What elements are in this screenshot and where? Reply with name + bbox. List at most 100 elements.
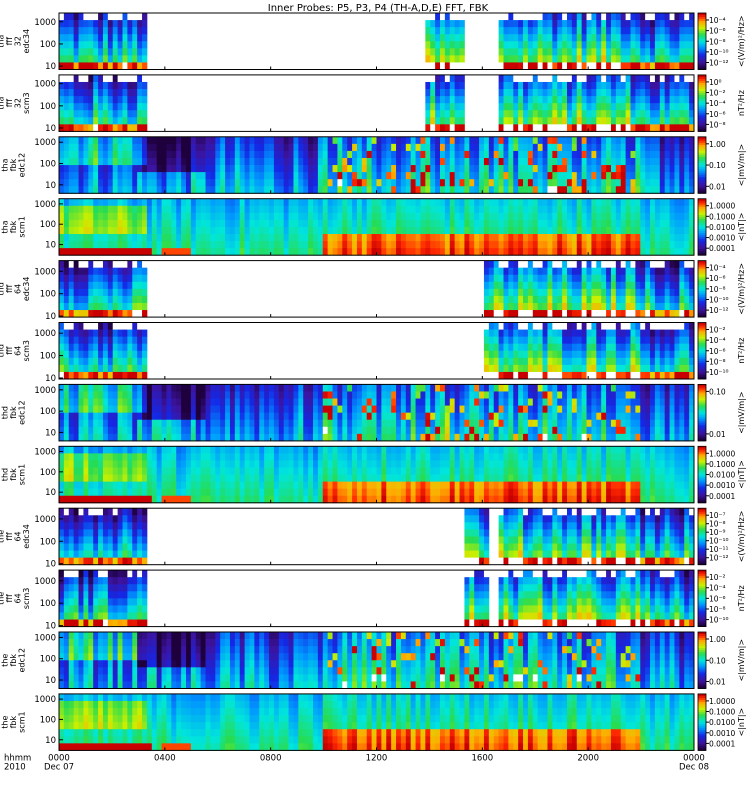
spectrogram-cell [484,248,489,255]
spectrogram-cell [562,117,567,124]
spectrogram-cell [523,82,528,89]
spectrogram-cell [142,282,147,289]
spectrogram-cell [137,337,142,344]
spectrogram-cell [123,268,128,275]
spectrogram-cell [328,213,333,220]
spectrogram-cell [650,158,655,165]
spectrogram-cell [645,206,650,213]
spectrogram-cell [220,144,225,151]
panel-label-line: scm1 [18,216,27,237]
spectrogram-cell [679,103,684,110]
spectrogram-cell [118,158,123,165]
spectrogram-cell [245,186,250,193]
spectrogram-cell [357,213,362,220]
spectrogram-cell [328,165,333,172]
spectrogram-cell [552,206,557,213]
spectrogram-cell [640,296,645,303]
spectrogram-cell [499,41,504,48]
spectrogram-cell [435,82,440,89]
spectrogram-cell [596,296,601,303]
spectrogram-cell [494,151,499,158]
spectrogram-cell [98,96,103,103]
spectrogram-cell [518,289,523,296]
spectrogram-cell [59,41,64,48]
spectrogram-cell [103,391,108,398]
spectrogram-cell [250,220,255,227]
spectrogram-cell [513,261,518,268]
spectrogram-cell [372,151,377,158]
spectrogram-cell [543,296,548,303]
spectrogram-cell [166,206,171,213]
spectrogram-cell [337,137,342,144]
spectrogram-cell [562,124,567,131]
spectrogram-cell [611,358,616,365]
spectrogram-cell [308,144,313,151]
spectrogram-cell [254,227,259,234]
spectrogram-cell [293,420,298,427]
spectrogram-cell [479,144,484,151]
spectrogram-cell [562,303,567,310]
spectrogram-cell [93,110,98,117]
spectrogram-cell [455,48,460,55]
spectrogram-cell [323,165,328,172]
spectrogram-cell [162,151,167,158]
spectrogram-cell [328,144,333,151]
spectrogram-cell [645,261,650,268]
spectrogram-cell [640,144,645,151]
spectrogram-cell [264,199,269,206]
spectrogram-cell [367,165,372,172]
spectrogram-cell [250,151,255,158]
spectrogram-cell [186,172,191,179]
spectrogram-cell [670,344,675,351]
spectrogram-cell [59,391,64,398]
spectrogram-cell [665,296,670,303]
spectrogram-cell [210,227,215,234]
spectrogram-cell [132,117,137,124]
spectrogram-cell [186,391,191,398]
spectrogram-cell [596,372,601,379]
spectrogram-cell [538,20,543,27]
spectrogram-cell [450,241,455,248]
spectrogram-cell [152,199,157,206]
spectrogram-cell [88,110,93,117]
spectrogram-cell [79,282,84,289]
spectrogram-cell [74,110,79,117]
spectrogram-cell [352,137,357,144]
spectrogram-cell [391,234,396,241]
spectrogram-cell [474,234,479,241]
spectrogram-cell [386,144,391,151]
spectrogram-cell [640,227,645,234]
spectrogram-cell [655,55,660,62]
spectrogram-cell [533,303,538,310]
spectrogram-cell [318,158,323,165]
spectrogram-cell [557,165,562,172]
spectrogram-cell [460,186,465,193]
spectrogram-cell [518,337,523,344]
spectrogram-cell [240,213,245,220]
spectrogram-cell [113,384,118,391]
spectrogram-cell [166,172,171,179]
spectrogram-cell [171,241,176,248]
spectrogram-cell [108,434,113,441]
spectrogram-cell [162,144,167,151]
spectrogram-cell [596,206,601,213]
spectrogram-cell [552,289,557,296]
spectrogram-cell [64,144,69,151]
spectrogram-cell [254,213,259,220]
spectrogram-cell [528,75,533,82]
spectrogram-cell [123,248,128,255]
spectrogram-cell [245,420,250,427]
spectrogram-cell [528,268,533,275]
spectrogram-cell [264,206,269,213]
spectrogram-cell [284,186,289,193]
spectrogram-cell [660,48,665,55]
spectrogram-cell [621,372,626,379]
spectrogram-cell [137,199,142,206]
spectrogram-cell [679,268,684,275]
spectrogram-cell [499,179,504,186]
spectrogram-cell [543,358,548,365]
spectrogram-cell [508,358,513,365]
spectrogram-cell [591,206,596,213]
spectrogram-cell [655,117,660,124]
spectrogram-cell [157,199,162,206]
